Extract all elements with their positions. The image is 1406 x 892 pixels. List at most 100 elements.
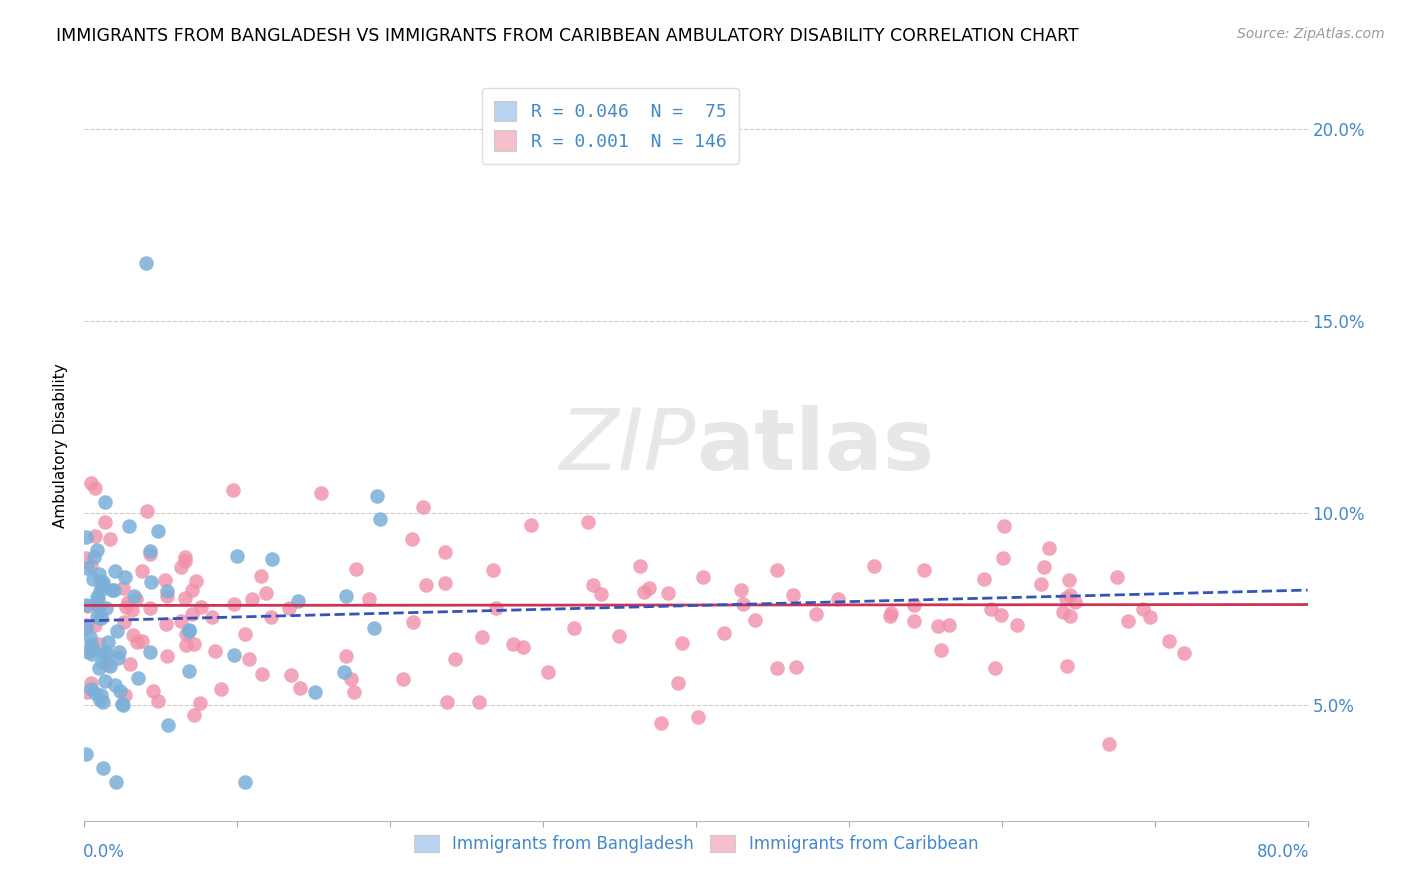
Point bbox=[938, 618, 960, 632]
Point bbox=[650, 716, 672, 731]
Point bbox=[502, 637, 524, 651]
Point bbox=[75, 617, 97, 632]
Point bbox=[366, 489, 388, 503]
Point bbox=[607, 629, 630, 643]
Point bbox=[666, 675, 689, 690]
Point bbox=[98, 658, 121, 673]
Point bbox=[75, 598, 97, 612]
Point bbox=[863, 559, 886, 574]
Point bbox=[108, 684, 131, 698]
Point bbox=[929, 643, 952, 657]
Point bbox=[117, 594, 139, 608]
Point bbox=[82, 642, 104, 657]
Point bbox=[90, 610, 112, 624]
Point bbox=[87, 599, 110, 614]
Point bbox=[75, 621, 97, 635]
Point bbox=[401, 532, 423, 546]
Point bbox=[83, 549, 105, 564]
Point bbox=[131, 633, 153, 648]
Point bbox=[93, 695, 115, 709]
Point bbox=[183, 637, 205, 651]
Point bbox=[204, 644, 226, 658]
Point bbox=[260, 610, 283, 624]
Point bbox=[173, 549, 195, 564]
Point bbox=[155, 617, 177, 632]
Point bbox=[260, 552, 283, 566]
Point bbox=[118, 657, 141, 672]
Point bbox=[83, 481, 105, 495]
Point bbox=[1059, 608, 1081, 623]
Y-axis label: Ambulatory Disability: Ambulatory Disability bbox=[53, 364, 69, 528]
Point bbox=[90, 688, 112, 702]
Point bbox=[335, 649, 357, 664]
Point bbox=[582, 578, 605, 592]
Point bbox=[139, 601, 162, 615]
Point bbox=[1173, 646, 1195, 660]
Point bbox=[638, 581, 661, 595]
Point bbox=[686, 710, 709, 724]
Point bbox=[96, 600, 118, 615]
Point bbox=[179, 624, 201, 638]
Point bbox=[77, 645, 100, 659]
Point bbox=[174, 638, 197, 652]
Point bbox=[238, 652, 260, 666]
Point bbox=[108, 645, 131, 659]
Point bbox=[79, 630, 101, 644]
Point bbox=[174, 554, 197, 568]
Point bbox=[86, 591, 108, 606]
Text: atlas: atlas bbox=[696, 404, 934, 488]
Point bbox=[1157, 634, 1180, 648]
Point bbox=[436, 695, 458, 709]
Point bbox=[804, 607, 827, 621]
Point bbox=[225, 549, 247, 563]
Point bbox=[112, 615, 135, 629]
Point bbox=[80, 637, 103, 651]
Point bbox=[188, 696, 211, 710]
Point bbox=[1132, 602, 1154, 616]
Point bbox=[1033, 560, 1056, 574]
Point bbox=[233, 627, 256, 641]
Point bbox=[1005, 617, 1028, 632]
Text: IMMIGRANTS FROM BANGLADESH VS IMMIGRANTS FROM CARIBBEAN AMBULATORY DISABILITY CO: IMMIGRANTS FROM BANGLADESH VS IMMIGRANTS… bbox=[56, 27, 1078, 45]
Point bbox=[288, 681, 311, 696]
Point bbox=[765, 564, 787, 578]
Point bbox=[91, 760, 114, 774]
Point bbox=[190, 599, 212, 614]
Point bbox=[519, 518, 541, 533]
Point bbox=[576, 515, 599, 529]
Point bbox=[139, 543, 162, 558]
Point bbox=[80, 558, 103, 573]
Point bbox=[879, 609, 901, 624]
Point bbox=[254, 586, 277, 600]
Point bbox=[1038, 541, 1060, 555]
Text: 0.0%: 0.0% bbox=[83, 843, 125, 861]
Point bbox=[179, 624, 201, 639]
Point bbox=[112, 582, 135, 596]
Point bbox=[89, 566, 111, 581]
Point bbox=[174, 626, 197, 640]
Point bbox=[104, 775, 127, 789]
Point bbox=[84, 529, 107, 543]
Point bbox=[1118, 614, 1140, 628]
Point bbox=[138, 645, 160, 659]
Point bbox=[76, 560, 98, 574]
Point bbox=[105, 624, 128, 638]
Point bbox=[121, 602, 143, 616]
Point bbox=[174, 591, 197, 605]
Point bbox=[713, 626, 735, 640]
Point bbox=[139, 547, 162, 561]
Point bbox=[86, 590, 108, 604]
Point bbox=[222, 483, 245, 497]
Point bbox=[170, 614, 193, 628]
Point bbox=[183, 707, 205, 722]
Point bbox=[98, 533, 121, 547]
Point bbox=[201, 610, 224, 624]
Point bbox=[103, 583, 125, 598]
Point bbox=[984, 660, 1007, 674]
Point bbox=[744, 613, 766, 627]
Point bbox=[180, 607, 202, 621]
Point bbox=[433, 545, 456, 559]
Point bbox=[993, 519, 1015, 533]
Point bbox=[80, 648, 103, 662]
Point bbox=[110, 697, 132, 711]
